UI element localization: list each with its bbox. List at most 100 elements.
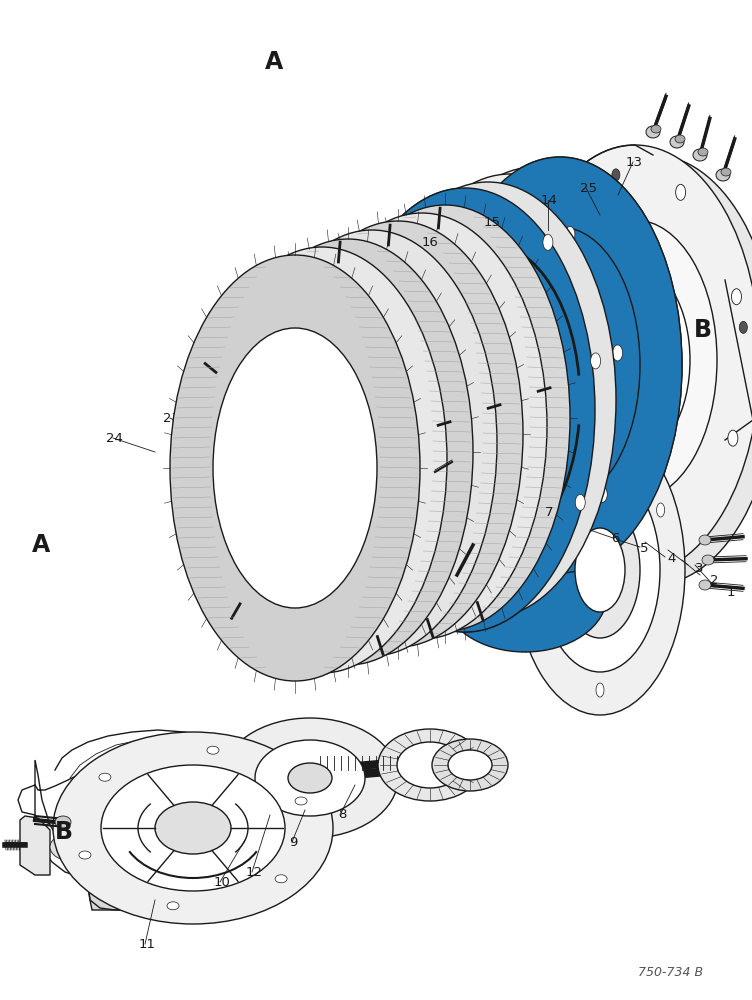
Text: 9: 9 xyxy=(289,836,298,848)
Ellipse shape xyxy=(499,512,505,522)
Ellipse shape xyxy=(255,740,365,816)
Ellipse shape xyxy=(540,468,660,672)
Ellipse shape xyxy=(480,227,640,503)
Ellipse shape xyxy=(532,274,542,290)
Ellipse shape xyxy=(155,802,231,854)
Ellipse shape xyxy=(505,567,523,597)
Ellipse shape xyxy=(101,765,285,891)
Ellipse shape xyxy=(196,775,204,781)
Ellipse shape xyxy=(656,503,665,517)
Text: 4: 4 xyxy=(667,552,676,564)
Ellipse shape xyxy=(146,762,154,768)
Ellipse shape xyxy=(739,321,747,333)
Ellipse shape xyxy=(716,169,730,181)
Ellipse shape xyxy=(443,538,607,652)
Ellipse shape xyxy=(170,255,420,681)
Ellipse shape xyxy=(540,577,576,603)
Ellipse shape xyxy=(675,135,685,143)
Ellipse shape xyxy=(506,576,516,592)
Text: B: B xyxy=(694,318,712,342)
Ellipse shape xyxy=(247,230,497,656)
Ellipse shape xyxy=(413,282,423,298)
Text: 23: 23 xyxy=(163,412,180,424)
Ellipse shape xyxy=(529,415,538,431)
Text: 17: 17 xyxy=(344,284,360,296)
Ellipse shape xyxy=(53,732,333,924)
Ellipse shape xyxy=(382,174,638,610)
Ellipse shape xyxy=(528,568,588,612)
Ellipse shape xyxy=(438,157,682,573)
Text: B: B xyxy=(55,820,73,844)
Ellipse shape xyxy=(528,568,538,584)
Ellipse shape xyxy=(670,136,684,148)
Ellipse shape xyxy=(524,505,530,515)
Ellipse shape xyxy=(470,535,480,551)
Ellipse shape xyxy=(638,338,647,354)
Ellipse shape xyxy=(537,262,554,292)
Text: 750-734 B: 750-734 B xyxy=(638,966,703,978)
Ellipse shape xyxy=(240,320,404,600)
Ellipse shape xyxy=(477,270,483,280)
Ellipse shape xyxy=(316,294,480,574)
Polygon shape xyxy=(35,751,260,895)
Ellipse shape xyxy=(535,503,544,517)
Polygon shape xyxy=(310,755,485,782)
Ellipse shape xyxy=(553,561,562,577)
Ellipse shape xyxy=(698,148,708,156)
Ellipse shape xyxy=(475,207,493,237)
Ellipse shape xyxy=(732,289,741,305)
Ellipse shape xyxy=(290,303,454,583)
Ellipse shape xyxy=(622,479,632,495)
Ellipse shape xyxy=(728,430,738,446)
Ellipse shape xyxy=(480,227,640,503)
Ellipse shape xyxy=(378,729,482,801)
Text: 20: 20 xyxy=(196,378,213,391)
Text: 6: 6 xyxy=(611,532,620,544)
Ellipse shape xyxy=(590,219,600,235)
Ellipse shape xyxy=(50,833,94,861)
Ellipse shape xyxy=(580,265,690,455)
Ellipse shape xyxy=(320,205,570,631)
Ellipse shape xyxy=(295,797,307,805)
Ellipse shape xyxy=(407,167,663,603)
Ellipse shape xyxy=(437,583,454,613)
Text: 25: 25 xyxy=(580,182,596,194)
Ellipse shape xyxy=(370,248,560,572)
Ellipse shape xyxy=(448,750,492,780)
Ellipse shape xyxy=(340,286,504,566)
Text: A: A xyxy=(265,50,284,74)
Ellipse shape xyxy=(721,168,731,176)
Ellipse shape xyxy=(555,485,573,515)
Ellipse shape xyxy=(543,234,553,250)
Ellipse shape xyxy=(397,423,408,439)
Ellipse shape xyxy=(357,305,375,335)
Ellipse shape xyxy=(510,145,752,575)
Text: 24: 24 xyxy=(106,432,123,444)
Ellipse shape xyxy=(345,422,363,452)
Ellipse shape xyxy=(223,239,473,665)
Ellipse shape xyxy=(584,520,594,536)
Ellipse shape xyxy=(60,839,84,855)
Text: 2: 2 xyxy=(710,574,719,586)
Ellipse shape xyxy=(363,278,527,558)
Ellipse shape xyxy=(79,851,91,859)
Ellipse shape xyxy=(477,562,573,628)
Ellipse shape xyxy=(360,182,616,618)
Ellipse shape xyxy=(567,368,585,398)
Text: 5: 5 xyxy=(640,542,649,554)
Ellipse shape xyxy=(297,213,547,639)
Ellipse shape xyxy=(438,157,682,573)
Text: 11: 11 xyxy=(138,938,155,952)
Ellipse shape xyxy=(528,155,752,585)
Ellipse shape xyxy=(375,431,386,447)
Text: 18: 18 xyxy=(317,308,333,322)
Ellipse shape xyxy=(197,247,447,673)
Ellipse shape xyxy=(460,208,470,224)
Ellipse shape xyxy=(91,832,99,838)
Ellipse shape xyxy=(79,816,91,824)
Ellipse shape xyxy=(597,486,608,502)
Ellipse shape xyxy=(447,235,623,535)
Ellipse shape xyxy=(651,125,661,133)
Text: 1: 1 xyxy=(726,585,735,598)
Ellipse shape xyxy=(667,526,677,542)
